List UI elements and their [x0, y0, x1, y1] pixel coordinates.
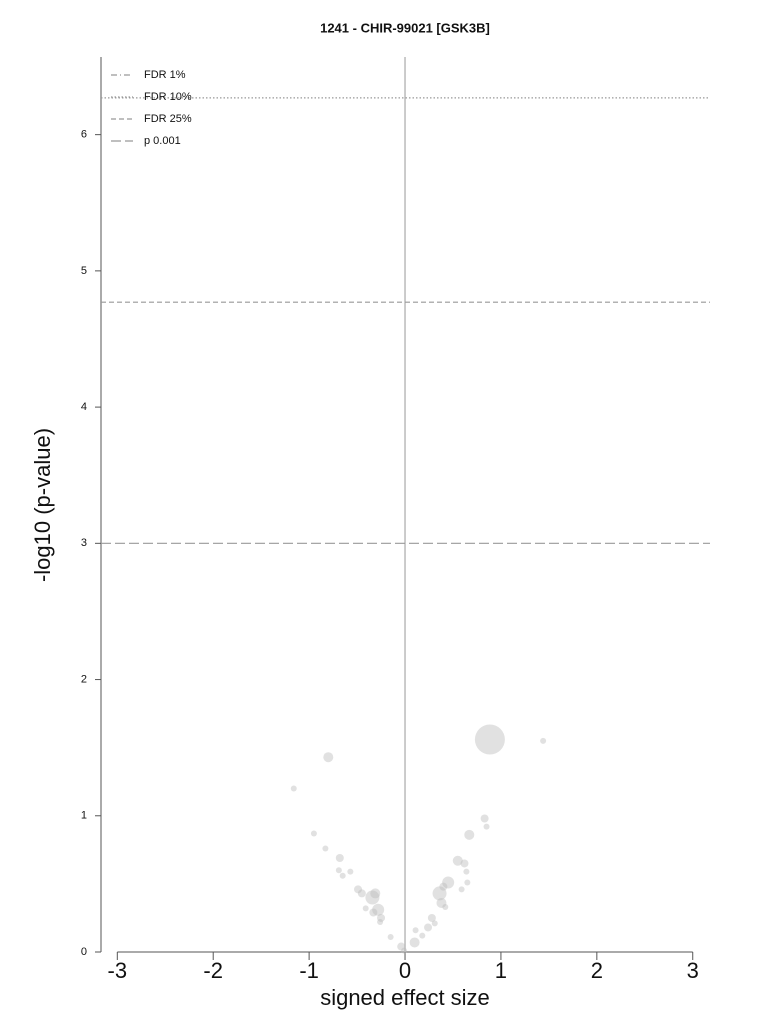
y-axis-label: -log10 (p-value) [30, 428, 55, 582]
point [424, 923, 433, 932]
point [347, 868, 354, 875]
point [427, 913, 436, 922]
point [464, 829, 475, 840]
x-tick-label: 0 [399, 958, 411, 983]
point [397, 942, 406, 951]
point [369, 908, 378, 917]
x-tick-label: -1 [299, 958, 319, 983]
point [335, 854, 344, 863]
point [362, 905, 369, 912]
point [419, 932, 426, 939]
point [452, 855, 463, 866]
point [354, 885, 363, 894]
y-tick-label: 2 [81, 673, 87, 685]
legend-label: FDR 10% [144, 91, 192, 103]
point [442, 904, 449, 911]
point [432, 886, 447, 901]
legend-label: p 0.001 [144, 135, 181, 147]
point [365, 890, 380, 905]
point [387, 934, 394, 941]
y-tick-label: 3 [81, 537, 87, 549]
point [401, 947, 408, 954]
point [431, 920, 438, 927]
point [290, 785, 297, 792]
point [460, 859, 469, 868]
legend-label: FDR 1% [144, 69, 186, 81]
point [339, 872, 346, 879]
y-tick-label: 4 [81, 401, 87, 413]
point [436, 897, 447, 908]
point [439, 882, 448, 891]
point [372, 903, 385, 916]
point [357, 889, 366, 898]
point [412, 927, 419, 934]
point [377, 913, 386, 922]
y-tick-label: 0 [81, 946, 87, 958]
point [442, 876, 455, 889]
point [335, 867, 342, 874]
point [377, 919, 384, 926]
chart-title: 1241 - CHIR-99021 [GSK3B] [320, 20, 490, 35]
point [310, 830, 317, 837]
x-tick-label: -2 [203, 958, 223, 983]
point [464, 879, 471, 886]
x-tick-label: -3 [108, 958, 128, 983]
y-tick-label: 6 [81, 129, 87, 141]
y-tick-label: 1 [81, 810, 87, 822]
point [323, 752, 334, 763]
legend-label: FDR 25% [144, 113, 192, 125]
point [370, 888, 381, 899]
x-tick-label: 1 [495, 958, 507, 983]
point [409, 937, 420, 948]
point [480, 814, 489, 823]
x-tick-label: 2 [591, 958, 603, 983]
x-tick-label: 3 [687, 958, 699, 983]
point [322, 845, 329, 852]
x-axis-label: signed effect size [320, 985, 490, 1010]
y-tick-label: 5 [81, 265, 87, 277]
point [474, 724, 505, 755]
point [540, 737, 547, 744]
point [458, 886, 465, 893]
point [483, 823, 490, 830]
point [463, 868, 470, 875]
